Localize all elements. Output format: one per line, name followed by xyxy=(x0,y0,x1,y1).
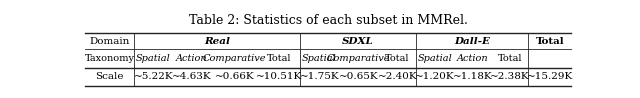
Text: ~15.29K: ~15.29K xyxy=(527,72,573,81)
Text: Dall-E: Dall-E xyxy=(454,37,490,46)
Text: Comparative: Comparative xyxy=(203,54,266,63)
Text: Spatial: Spatial xyxy=(136,54,171,63)
Text: Taxonomy: Taxonomy xyxy=(84,54,134,63)
Text: Action: Action xyxy=(457,54,488,63)
Text: ~0.65K: ~0.65K xyxy=(339,72,379,81)
Text: Total: Total xyxy=(267,54,292,63)
Text: Action: Action xyxy=(176,54,207,63)
Text: ~1.20K: ~1.20K xyxy=(415,72,454,81)
Text: Total: Total xyxy=(385,54,410,63)
Text: Spatial: Spatial xyxy=(302,54,337,63)
Text: Real: Real xyxy=(204,37,230,46)
Text: ~2.38K: ~2.38K xyxy=(490,72,530,81)
Text: Comparative: Comparative xyxy=(327,54,390,63)
Text: SDXL: SDXL xyxy=(342,37,374,46)
Text: ~5.22K: ~5.22K xyxy=(134,72,173,81)
Text: Scale: Scale xyxy=(95,72,124,81)
Text: Total: Total xyxy=(498,54,522,63)
Text: ~1.75K: ~1.75K xyxy=(300,72,339,81)
Text: Domain: Domain xyxy=(90,37,130,46)
Text: Table 2: Statistics of each subset in MMRel.: Table 2: Statistics of each subset in MM… xyxy=(189,14,467,27)
Text: ~2.40K: ~2.40K xyxy=(378,72,417,81)
Text: ~4.63K: ~4.63K xyxy=(172,72,211,81)
Text: ~10.51K: ~10.51K xyxy=(257,72,303,81)
Text: Spatial: Spatial xyxy=(417,54,452,63)
Text: Total: Total xyxy=(536,37,564,46)
Text: ~1.18K: ~1.18K xyxy=(453,72,493,81)
Text: ~0.66K: ~0.66K xyxy=(215,72,254,81)
